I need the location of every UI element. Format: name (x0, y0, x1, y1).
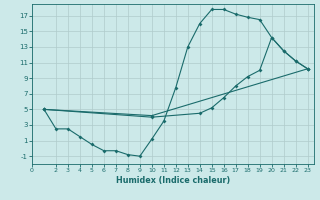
X-axis label: Humidex (Indice chaleur): Humidex (Indice chaleur) (116, 176, 230, 185)
